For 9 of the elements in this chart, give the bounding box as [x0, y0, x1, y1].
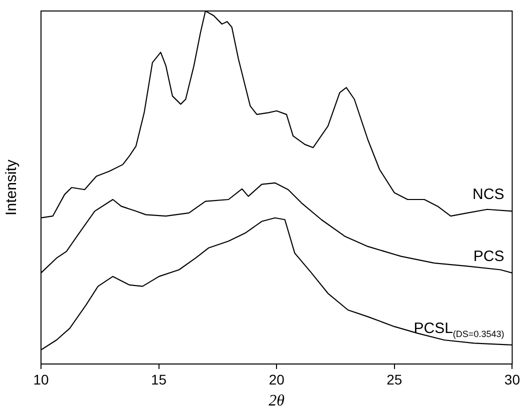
series-label: NCS	[472, 186, 504, 204]
x-tick-label: 20	[268, 371, 285, 388]
x-tick-label: 25	[386, 371, 402, 388]
x-axis-title: 2θ	[268, 392, 285, 410]
series-label: PCS	[473, 248, 504, 265]
x-tick-label: 15	[151, 371, 167, 388]
y-axis-title: Intensity	[3, 159, 20, 216]
x-tick-label: 10	[33, 371, 49, 388]
x-tick-label: 30	[504, 371, 520, 388]
